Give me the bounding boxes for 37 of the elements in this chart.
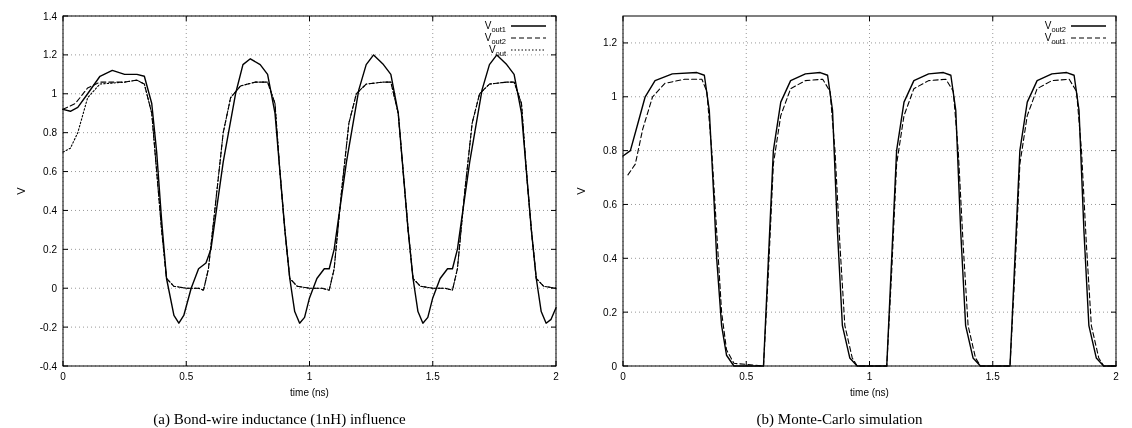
y-tick-label: 0 xyxy=(611,360,618,372)
x-tick-label: 1.5 xyxy=(985,371,1001,382)
x-tick-label: 0.5 xyxy=(179,371,194,382)
x-tick-label: 0 xyxy=(60,371,67,382)
y-tick-label: 0.2 xyxy=(603,306,618,318)
legend-label: V$_{out1}$ xyxy=(484,20,506,34)
x-tick-label: 0.5 xyxy=(739,371,754,382)
text: (a) Bond-wire inductance (1nH) influence xyxy=(153,411,407,428)
y-tick-label: 0.2 xyxy=(43,243,58,255)
x-tick-label: 1 xyxy=(306,371,313,382)
y-tick-label: 0.8 xyxy=(603,145,618,157)
y-tick-label: -0.2 xyxy=(39,321,58,333)
legend-label: V$_{out1}$ xyxy=(1044,32,1066,46)
x-tick-label: 0 xyxy=(620,371,627,382)
y-tick-label: 0.4 xyxy=(603,252,618,264)
text: (b) Monte-Carlo simulation xyxy=(756,411,923,428)
x-tick-label: 2 xyxy=(553,371,560,382)
x-axis-title: time (ns) xyxy=(850,387,889,398)
y-tick-label: 1.2 xyxy=(43,49,58,61)
y-tick-label: 1.2 xyxy=(603,37,618,49)
y-tick-label: 0.8 xyxy=(43,127,58,139)
y-tick-label: 0.6 xyxy=(603,198,618,210)
y-tick-label: 1 xyxy=(51,88,58,100)
x-tick-label: 1 xyxy=(866,371,873,382)
y-tick-label: 0.6 xyxy=(43,166,58,178)
y-axis-title: V xyxy=(15,186,27,195)
x-tick-label: 2 xyxy=(1113,371,1120,382)
y-tick-label: -0.4 xyxy=(39,360,58,372)
y-tick-label: 0.4 xyxy=(43,204,58,216)
legend-label: V$_{out2}$ xyxy=(484,32,506,46)
y-axis-title: V xyxy=(575,186,587,195)
y-tick-label: 1.4 xyxy=(43,10,58,22)
x-tick-label: 1.5 xyxy=(425,371,441,382)
legend-label: V$_{out2}$ xyxy=(1044,20,1066,34)
x-axis-title: time (ns) xyxy=(290,387,329,398)
y-tick-label: 0 xyxy=(51,282,58,294)
y-tick-label: 1 xyxy=(611,91,618,103)
